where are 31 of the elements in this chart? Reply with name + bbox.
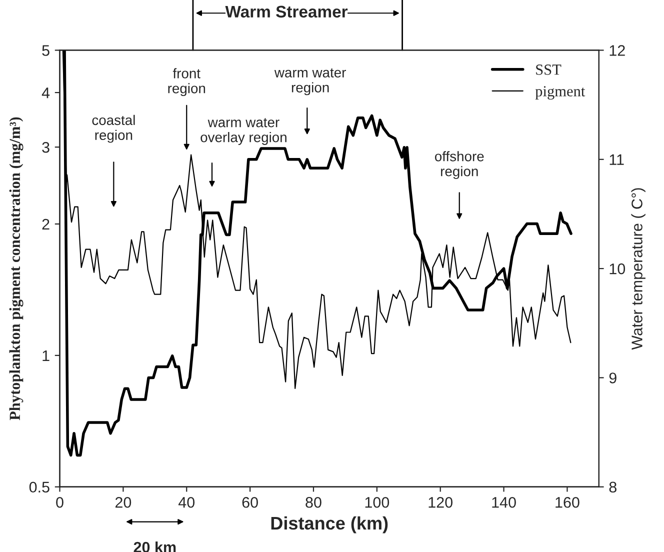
y-tick-label: 1 — [42, 350, 50, 361]
annotation: front region — [168, 68, 206, 96]
x-axis-title: Distance (km) — [271, 516, 388, 534]
legend-label: pigment — [535, 86, 586, 100]
y2-tick-label: 12 — [610, 45, 625, 56]
x-tick-label: 80 — [306, 496, 322, 508]
annotation: warm water overlay region — [200, 118, 286, 145]
y-tick-label: 5 — [42, 45, 50, 56]
y-tick-label: 4 — [42, 88, 50, 98]
annotation: warm water region — [274, 68, 346, 96]
x-tick-label: 0 — [56, 496, 64, 508]
y-axis-title: Phytoplankton pigment concentration (mg/m³) — [9, 117, 24, 420]
legend-label: SST — [536, 64, 562, 75]
annotation: coastal region — [92, 114, 135, 143]
y2-tick-label: 11 — [610, 154, 624, 165]
y2-tick-label: 9 — [609, 372, 616, 384]
y-tick-label: 3 — [42, 142, 50, 153]
y-tick-label: 0.5 — [29, 482, 50, 493]
x-tick-label: 60 — [242, 496, 258, 508]
x-tick-label: 140 — [492, 496, 516, 508]
y2-tick-label: 8 — [609, 482, 616, 493]
x-tick-label: 40 — [178, 496, 195, 508]
x-tick-label: 20 — [115, 496, 132, 508]
y2-axis-title: Water temperature ( C°) — [631, 188, 646, 350]
y2-tick-label: 10 — [610, 263, 626, 274]
y-tick-label: 2 — [42, 218, 50, 230]
text: Warm Streamer — [225, 6, 348, 18]
x-tick-label: 120 — [428, 496, 452, 508]
x-tick-label: 100 — [365, 496, 390, 508]
annotation: offshore region — [434, 151, 484, 180]
x-tick-label: 160 — [556, 496, 580, 508]
